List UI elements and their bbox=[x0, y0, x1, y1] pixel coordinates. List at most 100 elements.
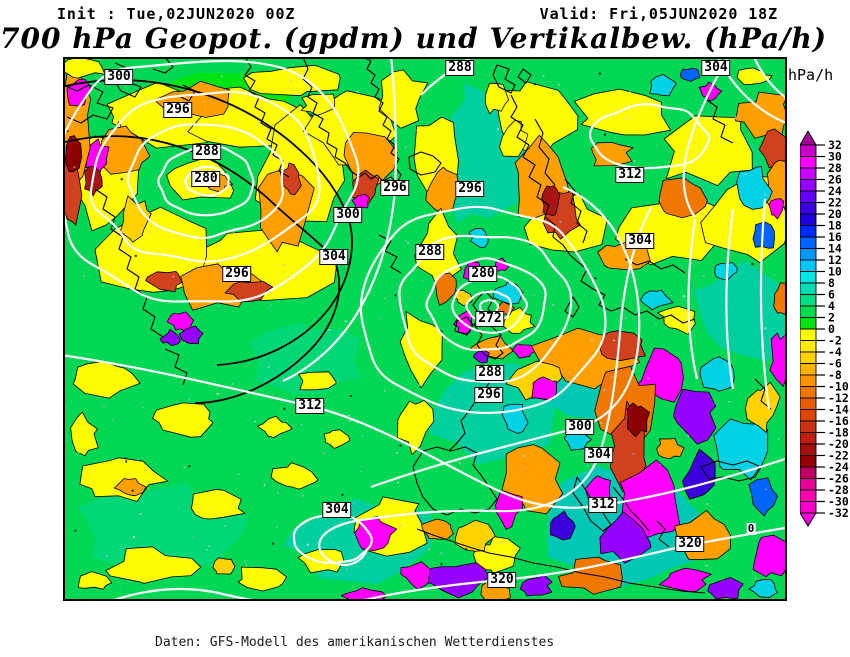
terrain-speckle bbox=[613, 340, 615, 341]
terrain-speckle bbox=[632, 151, 633, 152]
colorbar-cell bbox=[800, 214, 816, 226]
terrain-speckle bbox=[765, 194, 766, 196]
terrain-speckle bbox=[568, 178, 570, 179]
colorbar-cell bbox=[800, 295, 816, 307]
terrain-speckle bbox=[74, 166, 75, 168]
terrain-speckle bbox=[710, 159, 712, 160]
terrain-speckle bbox=[521, 467, 523, 468]
terrain-speckle bbox=[254, 421, 256, 423]
terrain-speckle bbox=[384, 298, 386, 299]
terrain-speckle bbox=[501, 271, 503, 272]
terrain-speckle bbox=[307, 401, 309, 403]
terrain-speckle bbox=[206, 549, 207, 551]
terrain-speckle bbox=[218, 306, 220, 307]
colorbar-cell bbox=[800, 306, 816, 318]
colorbar-cell bbox=[800, 191, 816, 203]
terrain-speckle bbox=[103, 405, 105, 407]
colorbar-cell bbox=[800, 410, 816, 422]
terrain-speckle bbox=[407, 242, 409, 243]
terrain-speckle bbox=[183, 135, 185, 136]
terrain-speckle bbox=[148, 231, 150, 233]
terrain-speckle bbox=[203, 101, 205, 102]
colorbar-cell bbox=[800, 168, 816, 180]
colorbar-cell bbox=[800, 237, 816, 249]
terrain-speckle bbox=[569, 372, 570, 374]
terrain-speckle bbox=[125, 85, 126, 87]
terrain-speckle bbox=[459, 462, 461, 464]
terrain-speckle bbox=[148, 489, 150, 491]
island-dot bbox=[534, 83, 536, 85]
colorbar-cell bbox=[800, 444, 816, 456]
terrain-speckle bbox=[345, 320, 347, 322]
colorbar-unit-label: hPa/h bbox=[788, 66, 833, 84]
island-dot bbox=[400, 445, 402, 447]
colorbar-arrow-up bbox=[800, 131, 816, 145]
terrain-speckle bbox=[138, 459, 139, 460]
terrain-speckle bbox=[741, 459, 742, 461]
terrain-speckle bbox=[421, 280, 422, 281]
terrain-speckle bbox=[264, 485, 266, 486]
terrain-speckle bbox=[330, 442, 332, 444]
terrain-speckle bbox=[728, 401, 730, 402]
terrain-speckle bbox=[543, 75, 545, 76]
terrain-speckle bbox=[523, 455, 525, 457]
terrain-speckle bbox=[558, 84, 560, 86]
terrain-speckle bbox=[500, 542, 502, 544]
colorbar-cell bbox=[800, 479, 816, 491]
terrain-speckle bbox=[550, 379, 551, 381]
colorbar-cell bbox=[800, 341, 816, 353]
terrain-speckle bbox=[302, 495, 304, 497]
terrain-speckle bbox=[405, 147, 407, 148]
island-dot bbox=[272, 543, 274, 545]
terrain-speckle bbox=[400, 524, 402, 526]
colorbar-cell bbox=[800, 272, 816, 284]
colorbar-cell bbox=[800, 157, 816, 169]
terrain-speckle bbox=[660, 464, 661, 466]
terrain-speckle bbox=[687, 435, 689, 437]
island-dot bbox=[465, 548, 467, 550]
chart-title: 700 hPa Geopot. (gpdm) und Vertikalbew. … bbox=[0, 22, 790, 55]
colorbar-cell bbox=[800, 145, 816, 157]
terrain-speckle bbox=[623, 178, 625, 180]
terrain-speckle bbox=[611, 376, 613, 377]
terrain-speckle bbox=[337, 382, 338, 384]
vertical-motion-cell bbox=[213, 558, 235, 574]
terrain-speckle bbox=[276, 527, 278, 528]
terrain-speckle bbox=[277, 492, 279, 494]
island-dot bbox=[599, 73, 601, 75]
island-dot bbox=[595, 277, 597, 279]
terrain-speckle bbox=[633, 454, 635, 455]
terrain-speckle bbox=[245, 561, 246, 563]
terrain-speckle bbox=[735, 116, 737, 118]
terrain-speckle bbox=[71, 401, 72, 403]
terrain-speckle bbox=[184, 342, 185, 343]
terrain-speckle bbox=[533, 295, 534, 297]
island-dot bbox=[75, 530, 77, 532]
colorbar-cell bbox=[800, 456, 816, 468]
colorbar-cell bbox=[800, 490, 816, 502]
terrain-speckle bbox=[591, 338, 594, 340]
island-dot bbox=[394, 294, 396, 296]
terrain-speckle bbox=[323, 452, 325, 453]
terrain-speckle bbox=[497, 128, 499, 130]
terrain-speckle bbox=[348, 415, 350, 416]
terrain-speckle bbox=[142, 407, 144, 408]
terrain-speckle bbox=[765, 489, 767, 490]
terrain-speckle bbox=[706, 503, 708, 505]
terrain-speckle bbox=[244, 114, 246, 116]
weather-chart-page: Init : Tue,02JUN2020 00Z Valid: Fri,05JU… bbox=[0, 0, 850, 657]
terrain-speckle bbox=[309, 382, 310, 384]
terrain-speckle bbox=[290, 80, 291, 82]
terrain-speckle bbox=[329, 329, 331, 331]
colorbar-cell bbox=[800, 180, 816, 192]
terrain-speckle bbox=[133, 536, 135, 538]
terrain-speckle bbox=[418, 384, 420, 386]
terrain-speckle bbox=[84, 275, 85, 277]
terrain-speckle bbox=[193, 536, 195, 537]
terrain-speckle bbox=[78, 451, 80, 453]
valid-time-text: Valid: Fri,05JUN2020 18Z bbox=[540, 5, 778, 23]
terrain-speckle bbox=[360, 471, 362, 472]
terrain-speckle bbox=[625, 318, 627, 320]
colorbar-cell bbox=[800, 421, 816, 433]
terrain-speckle bbox=[188, 399, 189, 401]
